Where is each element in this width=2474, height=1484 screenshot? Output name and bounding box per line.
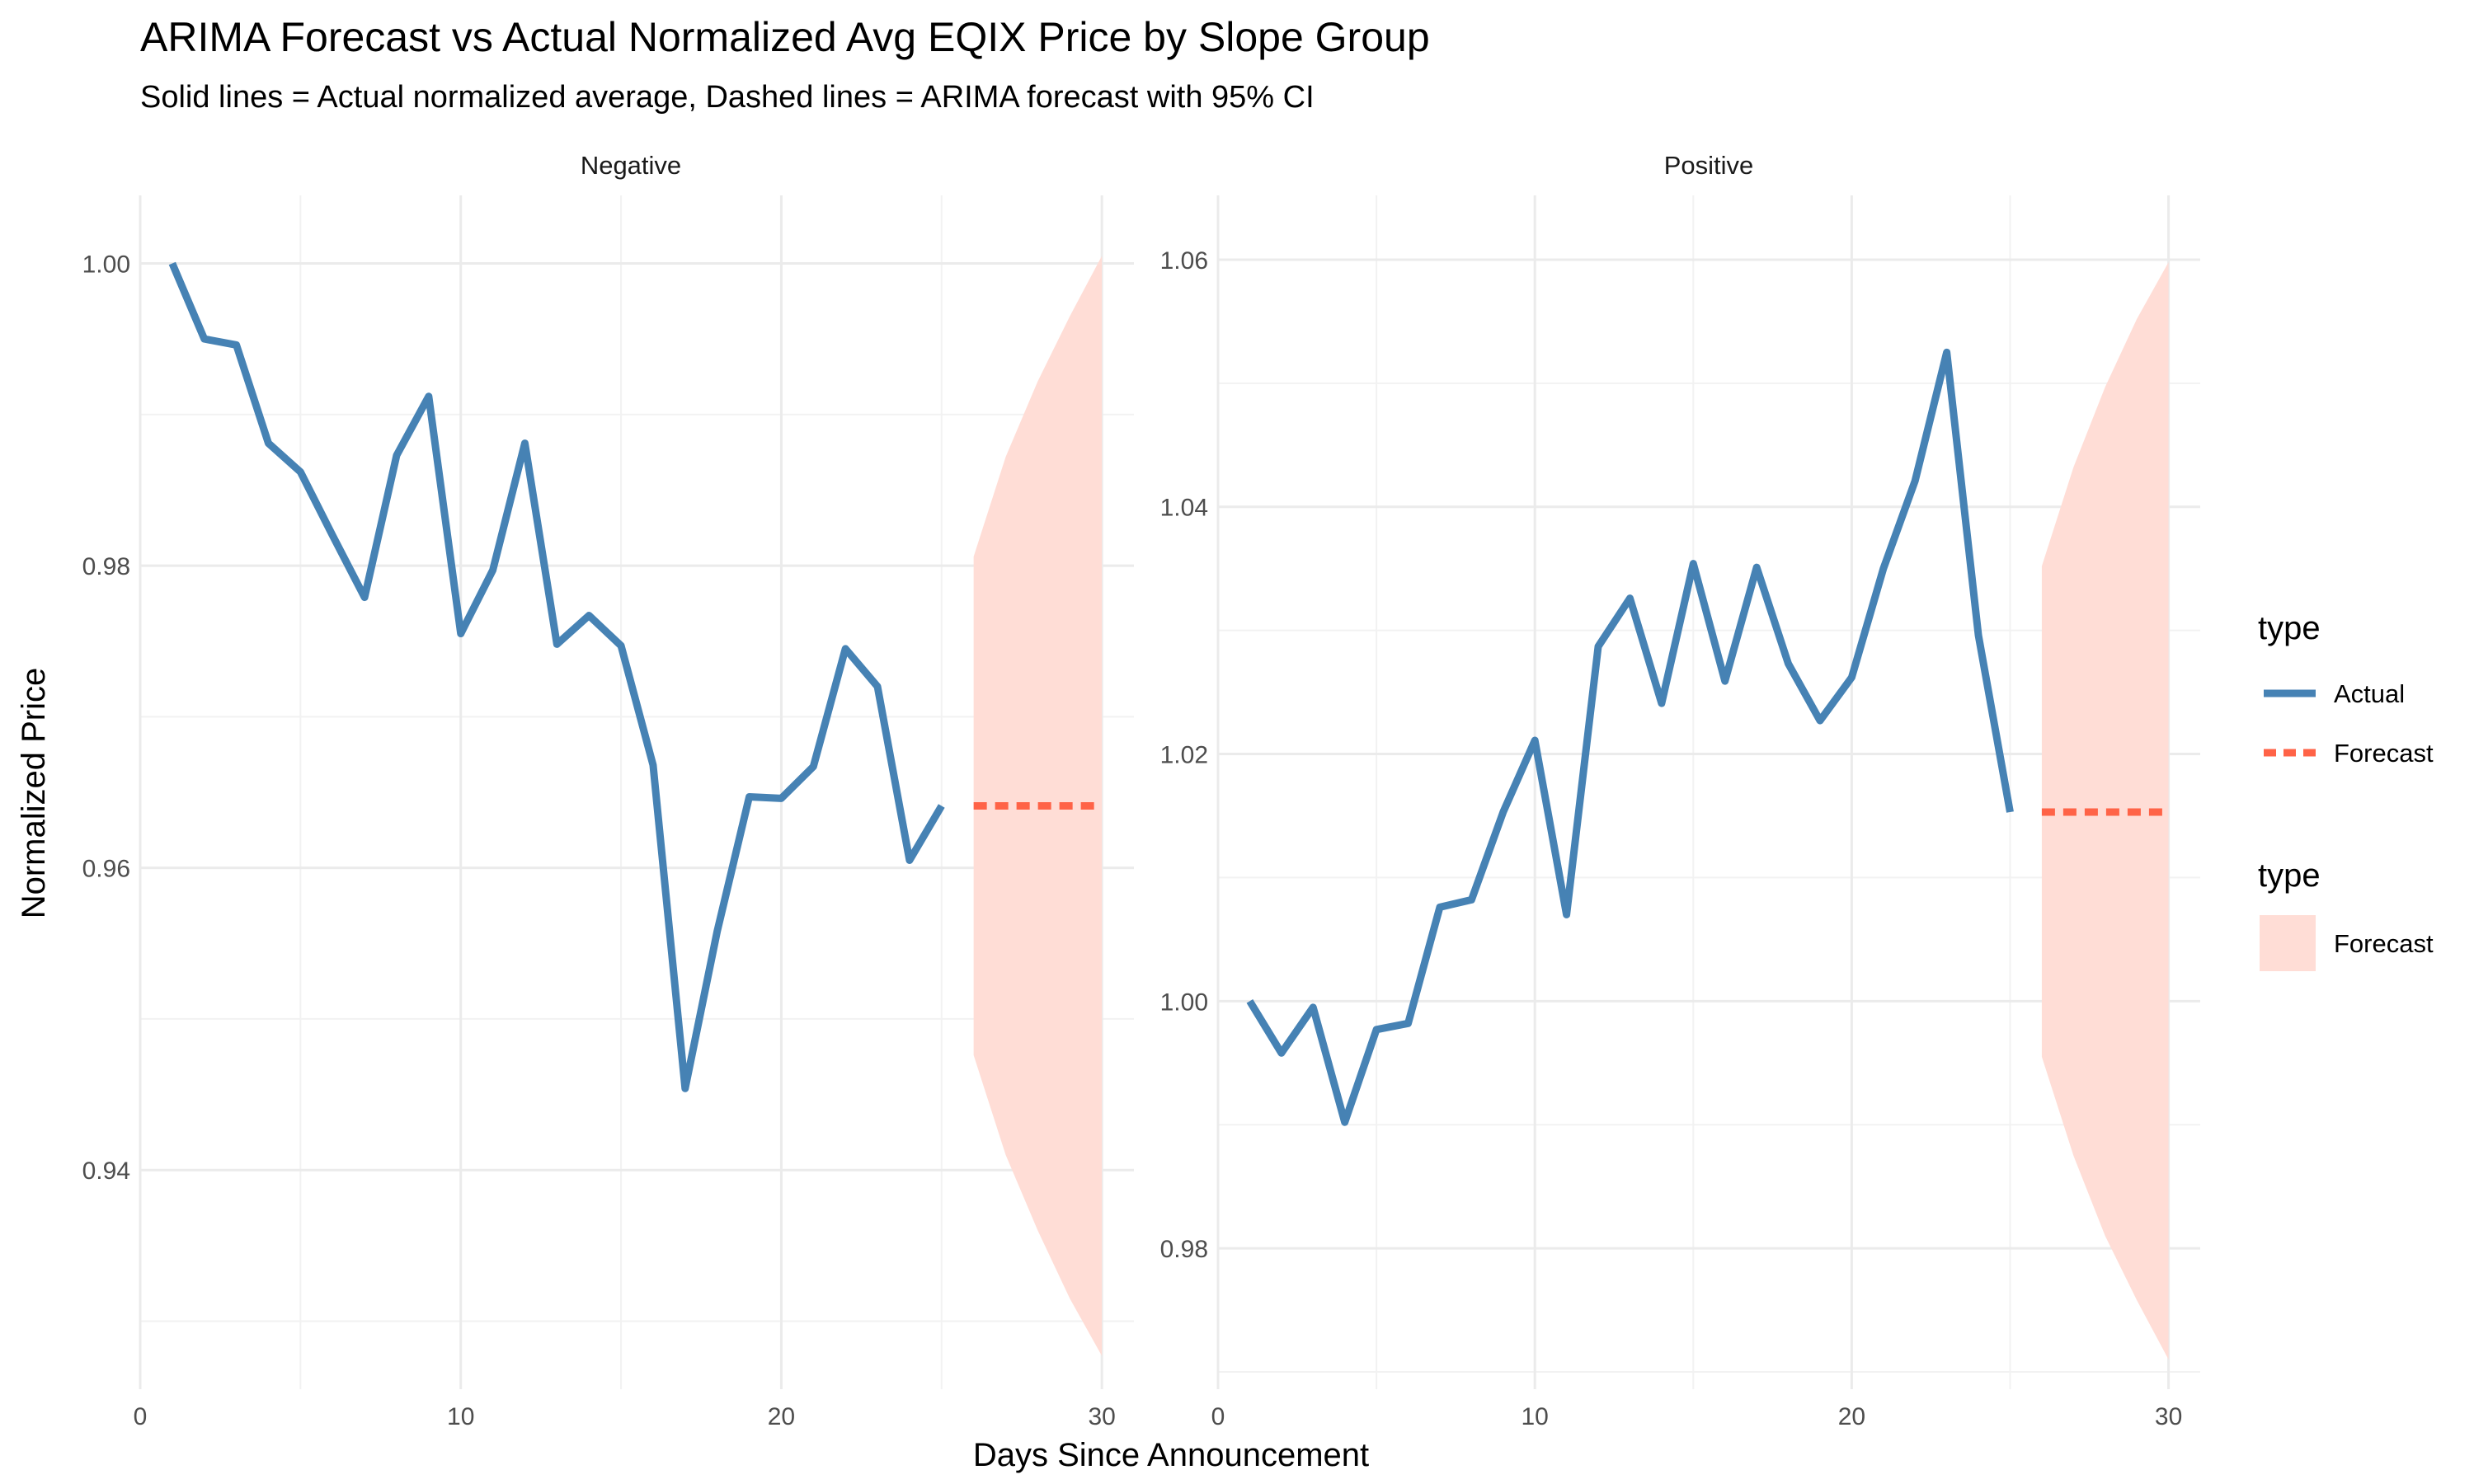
y-tick-label: 0.98 [1160, 1236, 1208, 1263]
legend: type Actual Forecast type Forecast [2258, 610, 2434, 971]
x-tick-label: 20 [1838, 1403, 1865, 1430]
legend-label-forecast-ribbon: Forecast [2334, 929, 2434, 958]
y-tick-label: 1.00 [82, 251, 130, 278]
facet-strip-label-negative: Negative [581, 151, 681, 180]
x-tick-label: 0 [1211, 1403, 1225, 1430]
x-tick-label: 20 [768, 1403, 795, 1430]
legend-title-lines: type [2258, 610, 2321, 646]
actual-series-line-negative [168, 261, 945, 1092]
y-axis-title: Normalized Price [16, 668, 52, 919]
y-tick-label: 1.00 [1160, 989, 1208, 1016]
facet-strip-label-positive: Positive [1664, 151, 1754, 180]
facet-panel-positive: Positive 0 10 20 30 0.98 1.00 1.02 1.04 1.06 [1160, 151, 2200, 1430]
facet-panel-negative: Negative 0 10 20 30 0.94 0.96 0.98 1.00 [82, 151, 1134, 1430]
x-tick-label: 30 [2155, 1403, 2182, 1430]
x-tick-label: 10 [447, 1403, 474, 1430]
y-tick-label: 1.06 [1160, 247, 1208, 275]
y-tick-label: 0.94 [82, 1158, 130, 1185]
y-tick-label: 0.96 [82, 856, 130, 883]
x-tick-label: 0 [134, 1403, 148, 1430]
chart-subtitle: Solid lines = Actual normalized average,… [140, 80, 1315, 115]
gridlines-positive [1216, 195, 2200, 1389]
forecast-ci-ribbon-positive [2041, 261, 2169, 1360]
legend-label-actual: Actual [2334, 679, 2405, 708]
legend-label-forecast: Forecast [2334, 739, 2434, 768]
y-tick-label: 1.02 [1160, 742, 1208, 769]
x-tick-label: 30 [1088, 1403, 1115, 1430]
x-tick-label: 10 [1522, 1403, 1549, 1430]
y-tick-label: 0.98 [82, 553, 130, 580]
legend-key-forecast-ribbon [2260, 915, 2316, 971]
actual-series-line-positive [1246, 348, 2014, 1126]
y-tick-label: 1.04 [1160, 495, 1208, 522]
legend-title-ribbon: type [2258, 857, 2321, 894]
chart-title: ARIMA Forecast vs Actual Normalized Avg … [140, 14, 1430, 60]
forecast-ci-ribbon-negative [973, 256, 1103, 1356]
x-axis-title: Days Since Announcement [973, 1437, 1369, 1473]
